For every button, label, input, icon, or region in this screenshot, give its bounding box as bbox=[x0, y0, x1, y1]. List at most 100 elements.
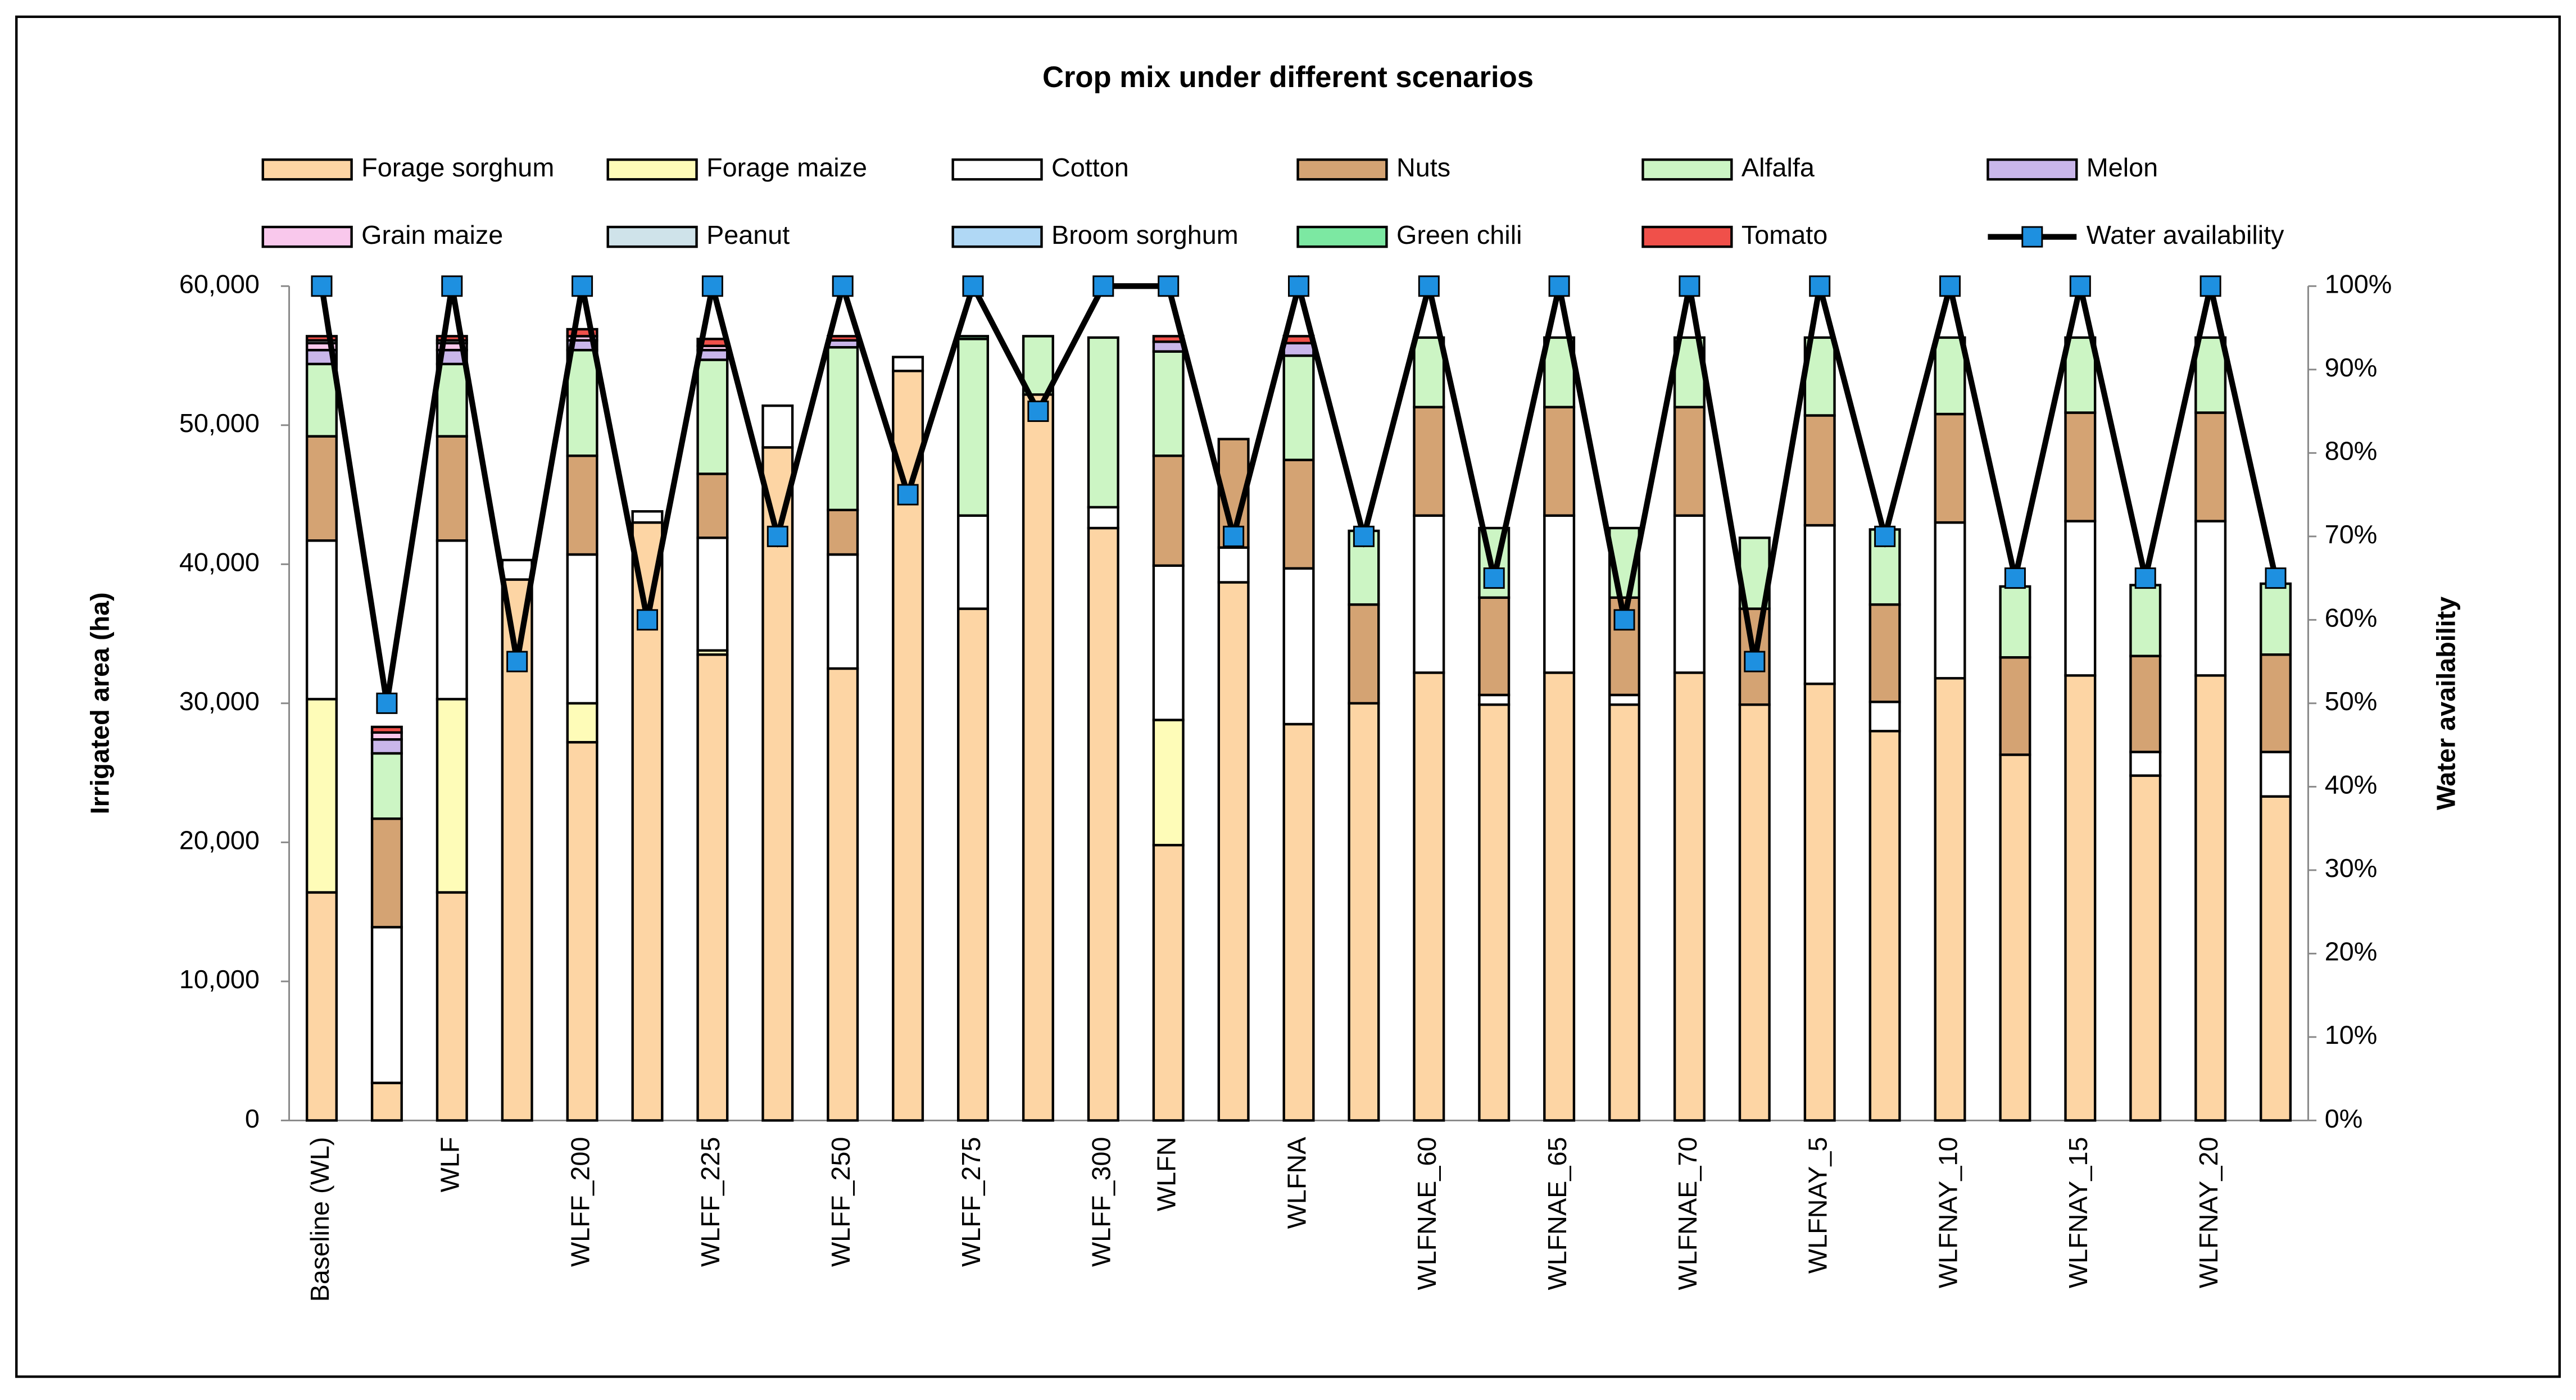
legend-swatch bbox=[1987, 158, 2078, 181]
legend-label: Broom sorghum bbox=[1051, 220, 1239, 249]
y2-tick-label: 70% bbox=[2325, 520, 2378, 549]
bar-segment bbox=[370, 752, 403, 820]
bar-segment bbox=[1282, 722, 1315, 1122]
legend-swatch bbox=[261, 158, 353, 181]
bar-segment bbox=[1478, 693, 1511, 706]
bar-segment bbox=[1673, 671, 1706, 1122]
bar-segment bbox=[1803, 683, 1836, 1122]
legend-label: Green chili bbox=[1396, 220, 1522, 249]
line-marker bbox=[832, 275, 854, 297]
bar-segment bbox=[1282, 458, 1315, 570]
legend-swatch bbox=[606, 158, 698, 181]
bar-segment bbox=[2064, 520, 2097, 677]
legend-swatch bbox=[1641, 225, 1733, 248]
bar-segment bbox=[1999, 585, 2031, 659]
bar-segment bbox=[1478, 703, 1511, 1122]
bar-segment bbox=[2064, 674, 2097, 1122]
chart-title: Crop mix under different scenarios bbox=[1042, 61, 1534, 94]
bar-segment bbox=[370, 817, 403, 929]
bar-segment bbox=[305, 698, 338, 894]
y-tick-label: 60,000 bbox=[179, 270, 260, 299]
line-marker bbox=[2004, 567, 2026, 589]
line-marker bbox=[1744, 651, 1766, 672]
line-marker bbox=[962, 275, 984, 297]
x-tick-label: WLFF_275 bbox=[956, 1137, 986, 1267]
bar-segment bbox=[827, 346, 859, 511]
line-marker bbox=[441, 275, 463, 297]
x-tick-label: WLFNAY_5 bbox=[1803, 1137, 1833, 1274]
bar-segment bbox=[2194, 336, 2227, 414]
line-marker bbox=[1223, 525, 1245, 547]
line-marker bbox=[1548, 275, 1570, 297]
x-tick-label: WLFF_225 bbox=[696, 1137, 725, 1267]
legend-label: Tomato bbox=[1741, 220, 1827, 249]
line-marker bbox=[1353, 525, 1375, 547]
bar-segment bbox=[305, 362, 338, 438]
y-tick-label: 30,000 bbox=[179, 687, 260, 716]
bar-segment bbox=[1673, 514, 1706, 674]
bar-segment bbox=[2129, 584, 2162, 657]
bar-segment bbox=[827, 553, 859, 670]
y-tick-label: 50,000 bbox=[179, 408, 260, 438]
x-tick-label: WLFNAE_65 bbox=[1543, 1137, 1572, 1290]
bar-segment bbox=[1282, 342, 1315, 357]
legend-label: Forage maize bbox=[706, 153, 867, 182]
line-marker bbox=[701, 275, 723, 297]
bar-segment bbox=[892, 356, 924, 372]
bar-segment bbox=[436, 698, 468, 894]
line-marker bbox=[1092, 275, 1114, 297]
bar-segment bbox=[1152, 340, 1185, 353]
legend-label: Peanut bbox=[706, 220, 790, 249]
y-tick-label: 0 bbox=[245, 1104, 260, 1133]
bar-segment bbox=[631, 510, 664, 524]
bar-segment bbox=[1543, 514, 1576, 674]
bar-segment bbox=[1087, 506, 1119, 530]
line-marker bbox=[2265, 567, 2287, 589]
line-marker bbox=[572, 275, 593, 297]
legend-swatch bbox=[951, 225, 1043, 248]
bar-segment bbox=[1934, 521, 1966, 680]
y2-tick-label: 100% bbox=[2325, 270, 2392, 299]
line-marker bbox=[1809, 275, 1831, 297]
bar-segment bbox=[370, 738, 403, 755]
line-marker bbox=[1939, 275, 1961, 297]
bar-segment bbox=[370, 725, 403, 734]
bar-segment bbox=[1478, 596, 1511, 697]
bar-segment bbox=[1413, 406, 1445, 517]
bar-segment bbox=[1217, 546, 1250, 584]
bar-segment bbox=[1152, 454, 1185, 567]
bar-segment bbox=[956, 338, 989, 517]
bar-segment bbox=[1999, 753, 2031, 1122]
x-tick-label: WLFNAY_20 bbox=[2194, 1137, 2223, 1288]
bar-segment bbox=[1413, 336, 1445, 408]
y2-tick-label: 50% bbox=[2325, 687, 2378, 716]
y-tick-label: 20,000 bbox=[179, 826, 260, 855]
y-tick-label: 10,000 bbox=[179, 965, 260, 994]
x-tick-label: WLFNAY_10 bbox=[1933, 1137, 1962, 1288]
x-tick-label: WLFNAE_70 bbox=[1673, 1137, 1702, 1290]
bar-segment bbox=[1673, 406, 1706, 517]
bar-segment bbox=[436, 335, 468, 342]
bar-segment bbox=[827, 667, 859, 1122]
line-marker bbox=[311, 275, 333, 297]
bar-segment bbox=[2194, 674, 2227, 1122]
bar-segment bbox=[566, 553, 598, 705]
bar-segment bbox=[436, 435, 468, 542]
legend-swatch bbox=[1296, 225, 1388, 248]
bar-segment bbox=[2064, 411, 2097, 522]
bar-segment bbox=[1087, 336, 1119, 509]
x-tick-label: WLF bbox=[436, 1137, 465, 1193]
bar-segment bbox=[827, 508, 859, 556]
bar-segment bbox=[956, 607, 989, 1122]
line-marker bbox=[1874, 525, 1896, 547]
bar-segment bbox=[370, 1081, 403, 1122]
y2-tick-label: 0% bbox=[2325, 1104, 2363, 1133]
bar-segment bbox=[566, 740, 598, 1122]
legend-marker bbox=[2021, 226, 2043, 248]
bar-segment bbox=[1152, 564, 1185, 721]
line-marker bbox=[1418, 275, 1440, 297]
bar-segment bbox=[956, 514, 989, 610]
y2-tick-label: 10% bbox=[2325, 1020, 2378, 1049]
legend-label: Forage sorghum bbox=[361, 153, 554, 182]
bar-segment bbox=[1543, 406, 1576, 517]
